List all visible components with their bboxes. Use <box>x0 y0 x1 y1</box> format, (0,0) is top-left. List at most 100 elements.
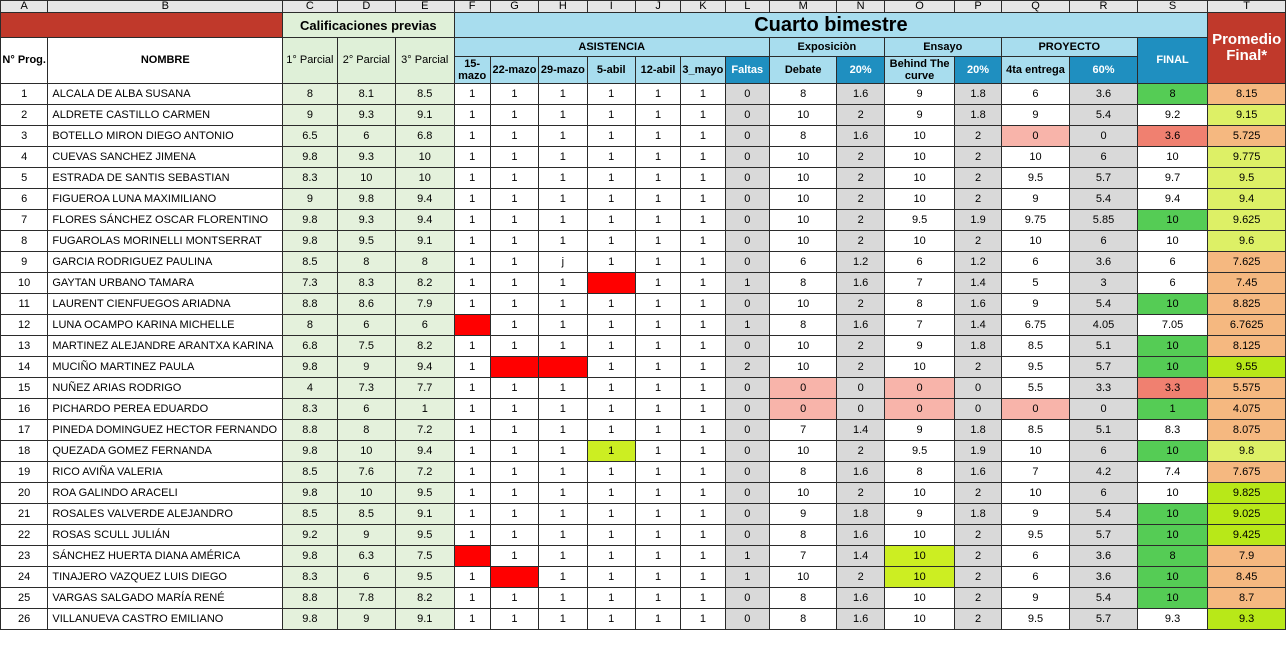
parcial2-header[interactable]: 2° Parcial <box>336 37 397 84</box>
proyecto-pct-cell[interactable]: 3.6 <box>1069 545 1138 567</box>
parcial1-cell[interactable]: 8.8 <box>282 419 338 441</box>
ensayo-cell[interactable]: 10 <box>883 587 956 609</box>
attendance-cell[interactable]: 0 <box>489 566 540 588</box>
ensayo-pct-cell[interactable]: 1.2 <box>954 251 1002 273</box>
ensayo-pct-header[interactable]: 20% <box>954 56 1002 84</box>
ensayo-pct-cell[interactable]: 2 <box>954 545 1002 567</box>
debate-pct-cell[interactable]: 1.6 <box>836 524 885 546</box>
entrega-cell[interactable]: 9.75 <box>1000 209 1071 231</box>
entrega-cell[interactable]: 6.75 <box>1000 314 1071 336</box>
promedio-cell[interactable]: 9.15 <box>1207 104 1286 126</box>
promedio-cell[interactable]: 8.125 <box>1207 335 1286 357</box>
attendance-cell[interactable]: 1 <box>538 419 588 441</box>
attendance-cell[interactable]: 1 <box>634 104 682 126</box>
attendance-cell[interactable]: 1 <box>489 335 540 357</box>
student-name-cell[interactable]: FLORES SÁNCHEZ OSCAR FLORENTINO <box>47 209 284 231</box>
student-name-cell[interactable]: ESTRADA DE SANTIS SEBASTIAN <box>47 167 284 189</box>
row-number-cell[interactable]: 24 <box>0 566 49 588</box>
column-letter[interactable]: P <box>954 0 1002 13</box>
attendance-cell[interactable]: 1 <box>453 167 491 189</box>
proyecto-pct-cell[interactable]: 5.4 <box>1069 587 1138 609</box>
debate-pct-cell[interactable]: 1.2 <box>836 251 885 273</box>
parcial1-cell[interactable]: 9.8 <box>282 608 338 630</box>
date-header-4[interactable]: 5-abil <box>586 56 636 84</box>
faltas-cell[interactable]: 2 <box>724 356 770 378</box>
final-cell[interactable]: 9.4 <box>1136 188 1209 210</box>
attendance-cell[interactable]: 1 <box>453 482 491 504</box>
debate-cell[interactable]: 8 <box>768 608 838 630</box>
entrega-cell[interactable]: 9 <box>1000 188 1071 210</box>
attendance-cell[interactable]: 1 <box>680 587 726 609</box>
attendance-cell[interactable]: 1 <box>489 188 540 210</box>
attendance-cell[interactable]: 1 <box>538 272 588 294</box>
parcial1-cell[interactable]: 9.8 <box>282 209 338 231</box>
debate-pct-cell[interactable]: 1.6 <box>836 461 885 483</box>
attendance-cell[interactable]: 1 <box>586 314 636 336</box>
debate-cell[interactable]: 10 <box>768 356 838 378</box>
proyecto-header[interactable]: PROYECTO <box>1000 37 1138 57</box>
debate-pct-cell[interactable]: 1.6 <box>836 587 885 609</box>
ensayo-pct-cell[interactable]: 1.4 <box>954 272 1002 294</box>
attendance-cell[interactable]: 1 <box>634 209 682 231</box>
attendance-cell[interactable]: 1 <box>538 377 588 399</box>
parcial1-cell[interactable]: 9 <box>282 188 338 210</box>
proyecto-pct-header[interactable]: 60% <box>1069 56 1138 84</box>
ensayo-cell[interactable]: 10 <box>883 230 956 252</box>
attendance-cell[interactable]: 1 <box>489 209 540 231</box>
parcial2-cell[interactable]: 7.6 <box>336 461 397 483</box>
attendance-cell[interactable]: 1 <box>634 314 682 336</box>
attendance-cell[interactable]: 1 <box>489 104 540 126</box>
final-cell[interactable]: 10 <box>1136 230 1209 252</box>
final-cell[interactable]: 9.7 <box>1136 167 1209 189</box>
final-cell[interactable]: 6 <box>1136 251 1209 273</box>
student-name-cell[interactable]: FIGUEROA LUNA MAXIMILIANO <box>47 188 284 210</box>
attendance-cell[interactable]: 1 <box>634 335 682 357</box>
attendance-cell[interactable]: 1 <box>489 377 540 399</box>
student-name-cell[interactable]: PINEDA DOMINGUEZ HECTOR FERNANDO <box>47 419 284 441</box>
debate-pct-cell[interactable]: 1.6 <box>836 83 885 105</box>
attendance-cell[interactable]: 1 <box>586 461 636 483</box>
column-letter[interactable]: C <box>282 0 338 13</box>
debate-cell[interactable]: 8 <box>768 125 838 147</box>
promedio-cell[interactable]: 5.575 <box>1207 377 1286 399</box>
ensayo-pct-cell[interactable]: 1.8 <box>954 419 1002 441</box>
faltas-cell[interactable]: 0 <box>724 398 770 420</box>
attendance-cell[interactable]: 1 <box>634 461 682 483</box>
attendance-cell[interactable]: 1 <box>634 440 682 462</box>
attendance-cell[interactable]: 1 <box>586 524 636 546</box>
ensayo-cell[interactable]: 10 <box>883 146 956 168</box>
parcial3-cell[interactable]: 9.1 <box>395 503 455 525</box>
parcial1-cell[interactable]: 8.8 <box>282 293 338 315</box>
parcial2-cell[interactable]: 9.5 <box>336 230 397 252</box>
attendance-cell[interactable]: 1 <box>634 356 682 378</box>
attendance-cell[interactable]: 1 <box>586 104 636 126</box>
attendance-cell[interactable]: 1 <box>586 482 636 504</box>
parcial3-cell[interactable]: 8.5 <box>395 83 455 105</box>
parcial1-cell[interactable]: 9.8 <box>282 146 338 168</box>
attendance-cell[interactable]: 1 <box>489 251 540 273</box>
debate-cell[interactable]: 0 <box>768 398 838 420</box>
debate-cell[interactable]: 10 <box>768 482 838 504</box>
parcial3-cell[interactable]: 9.4 <box>395 188 455 210</box>
ensayo-pct-cell[interactable]: 0 <box>954 377 1002 399</box>
entrega-cell[interactable]: 8.5 <box>1000 335 1071 357</box>
debate-cell[interactable]: 10 <box>768 209 838 231</box>
attendance-cell[interactable]: 1 <box>680 251 726 273</box>
attendance-cell[interactable]: 1 <box>453 251 491 273</box>
attendance-cell[interactable]: 1 <box>453 272 491 294</box>
column-letter[interactable]: N <box>836 0 885 13</box>
ensayo-cell[interactable]: 10 <box>883 356 956 378</box>
debate-pct-cell[interactable]: 2 <box>836 293 885 315</box>
attendance-cell[interactable]: 1 <box>634 608 682 630</box>
attendance-cell[interactable]: 1 <box>586 293 636 315</box>
ensayo-pct-cell[interactable]: 1.8 <box>954 503 1002 525</box>
attendance-cell[interactable]: 1 <box>489 440 540 462</box>
proyecto-pct-cell[interactable]: 5.4 <box>1069 104 1138 126</box>
parcial3-cell[interactable]: 7.2 <box>395 461 455 483</box>
row-number-cell[interactable]: 23 <box>0 545 49 567</box>
ensayo-cell[interactable]: 0 <box>883 377 956 399</box>
final-cell[interactable]: 7.05 <box>1136 314 1209 336</box>
final-cell[interactable]: 10 <box>1136 146 1209 168</box>
entrega-cell[interactable]: 10 <box>1000 146 1071 168</box>
ensayo-cell[interactable]: 7 <box>883 272 956 294</box>
